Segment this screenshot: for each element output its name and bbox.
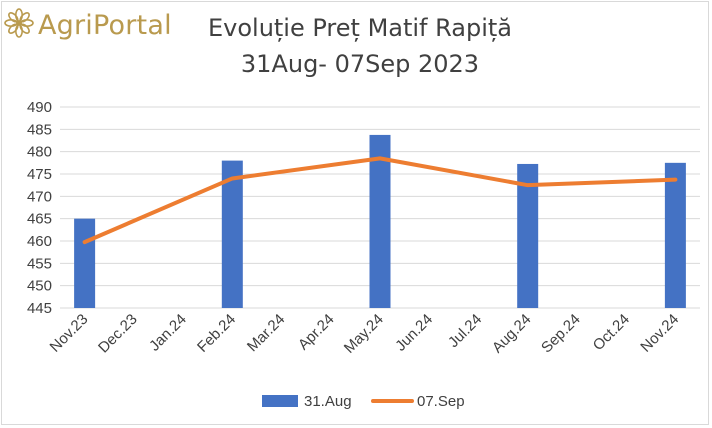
x-tick-label: Mar.24 bbox=[244, 311, 288, 355]
x-tick-label: Apr.24 bbox=[295, 311, 338, 354]
x-tick-label: Nov.24 bbox=[637, 311, 682, 356]
y-tick-label: 485 bbox=[27, 121, 52, 138]
bar bbox=[517, 163, 539, 308]
x-tick-label: Aug.24 bbox=[489, 311, 535, 357]
y-tick-label: 490 bbox=[27, 99, 52, 116]
bar bbox=[74, 218, 96, 308]
x-tick-label: Nov.23 bbox=[47, 311, 92, 356]
legend-swatch-bar bbox=[262, 395, 298, 407]
chart-title: Evoluție Preț Matif Rapiță bbox=[207, 14, 513, 42]
x-tick-label: Jul.24 bbox=[445, 311, 485, 351]
y-tick-label: 445 bbox=[27, 300, 52, 317]
logo: AgriPortal bbox=[4, 8, 172, 43]
logo-text: AgriPortal bbox=[38, 10, 172, 41]
y-tick-label: 450 bbox=[27, 278, 52, 295]
flower-icon bbox=[4, 8, 34, 43]
series-line bbox=[82, 156, 678, 245]
x-tick-label: Dec.23 bbox=[95, 311, 141, 357]
chart-subtitle: 31Aug- 07Sep 2023 bbox=[240, 50, 480, 78]
bar bbox=[221, 160, 243, 308]
x-tick-label: Sep.24 bbox=[538, 311, 584, 357]
x-tick-label: Feb.24 bbox=[194, 311, 239, 356]
y-tick-label: 480 bbox=[27, 144, 52, 161]
y-tick-label: 475 bbox=[27, 166, 52, 183]
x-tick-label: Oct.24 bbox=[590, 311, 633, 354]
x-tick-label: Jan.24 bbox=[146, 311, 190, 355]
y-tick-label: 470 bbox=[27, 188, 52, 205]
y-tick-label: 460 bbox=[27, 233, 52, 250]
x-tick-label: Jun.24 bbox=[392, 311, 436, 355]
legend-label: 07.Sep bbox=[417, 393, 465, 410]
bar bbox=[369, 134, 391, 308]
x-tick-label: May.24 bbox=[341, 311, 387, 357]
y-tick-label: 465 bbox=[27, 211, 52, 228]
legend-label: 31.Aug bbox=[304, 393, 352, 410]
y-tick-label: 455 bbox=[27, 255, 52, 272]
bar bbox=[664, 162, 686, 308]
